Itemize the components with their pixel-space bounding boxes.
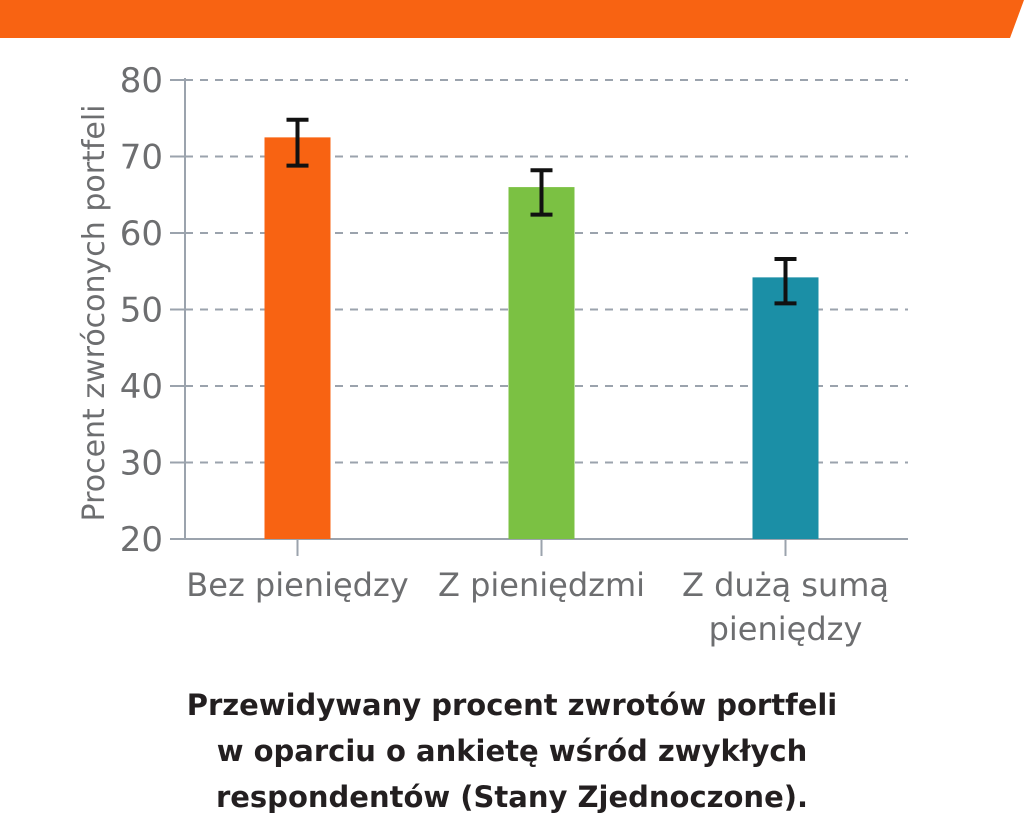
y-tick-label: 30 [120,444,163,484]
x-tick-label: Bez pieniędzy [186,566,408,604]
y-tick-label: 60 [120,214,163,254]
caption-line-3: respondentów (Stany Zjednoczone). [215,780,809,814]
bars [264,137,819,539]
caption-line-1: Przewidywany procent zwrotów portfeli [186,688,838,722]
y-axis-label: Procent zwróconych portfeli [77,104,112,521]
y-tick-label: 70 [120,138,163,178]
error-bars [286,117,797,306]
y-tick-label: 40 [120,367,163,407]
x-tick-label: Z dużą sumą [682,566,889,604]
bar [752,277,819,539]
bar [508,187,575,539]
chart-caption: Przewidywany procent zwrotów portfeli w … [112,682,912,820]
tick-labels: 20 30 40 50 60 70 80 Bez pieniędzy Z pieniędzmi Z… [120,61,889,648]
y-tick-label: 20 [120,520,163,560]
caption-line-2: w oparciu o ankietę wśród zwykłych [216,734,808,768]
y-tick-label: 50 [120,291,163,331]
top-banner [0,0,1024,38]
banner-stripe [0,0,1024,38]
y-tick-label: 80 [120,61,163,101]
x-tick-label: Z pieniędzmi [438,566,645,604]
bar [264,137,331,539]
x-tick-label: pieniędzy [709,610,863,648]
bar-chart: 20 30 40 50 60 70 80 Bez pieniędzy Z pieniędzmi Z… [77,61,908,648]
